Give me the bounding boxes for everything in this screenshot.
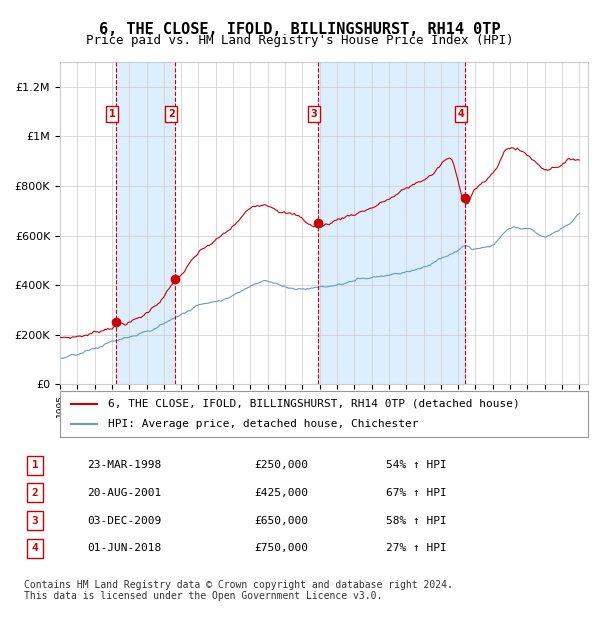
Text: 01-JUN-2018: 01-JUN-2018	[87, 544, 161, 554]
Text: £650,000: £650,000	[254, 516, 308, 526]
Text: 20-AUG-2001: 20-AUG-2001	[87, 488, 161, 498]
Text: 03-DEC-2009: 03-DEC-2009	[87, 516, 161, 526]
Text: 6, THE CLOSE, IFOLD, BILLINGSHURST, RH14 0TP (detached house): 6, THE CLOSE, IFOLD, BILLINGSHURST, RH14…	[107, 399, 519, 409]
Text: £250,000: £250,000	[254, 460, 308, 470]
Text: Price paid vs. HM Land Registry's House Price Index (HPI): Price paid vs. HM Land Registry's House …	[86, 34, 514, 47]
Text: 2: 2	[32, 488, 38, 498]
Text: 1: 1	[32, 460, 38, 470]
Text: 54% ↑ HPI: 54% ↑ HPI	[386, 460, 447, 470]
Text: 23-MAR-1998: 23-MAR-1998	[87, 460, 161, 470]
Text: 4: 4	[458, 109, 464, 119]
Text: 27% ↑ HPI: 27% ↑ HPI	[386, 544, 447, 554]
Text: 4: 4	[32, 544, 38, 554]
Text: 3: 3	[32, 516, 38, 526]
Text: 2: 2	[168, 109, 175, 119]
Text: 6, THE CLOSE, IFOLD, BILLINGSHURST, RH14 0TP: 6, THE CLOSE, IFOLD, BILLINGSHURST, RH14…	[99, 22, 501, 37]
Text: 58% ↑ HPI: 58% ↑ HPI	[386, 516, 447, 526]
Text: £750,000: £750,000	[254, 544, 308, 554]
Bar	[318, 62, 466, 384]
Bar	[116, 62, 175, 384]
Text: HPI: Average price, detached house, Chichester: HPI: Average price, detached house, Chic…	[107, 419, 418, 429]
Text: 3: 3	[311, 109, 317, 119]
Text: £425,000: £425,000	[254, 488, 308, 498]
Text: 67% ↑ HPI: 67% ↑ HPI	[386, 488, 447, 498]
Text: Contains HM Land Registry data © Crown copyright and database right 2024.
This d: Contains HM Land Registry data © Crown c…	[24, 580, 453, 601]
Text: 1: 1	[109, 109, 115, 119]
